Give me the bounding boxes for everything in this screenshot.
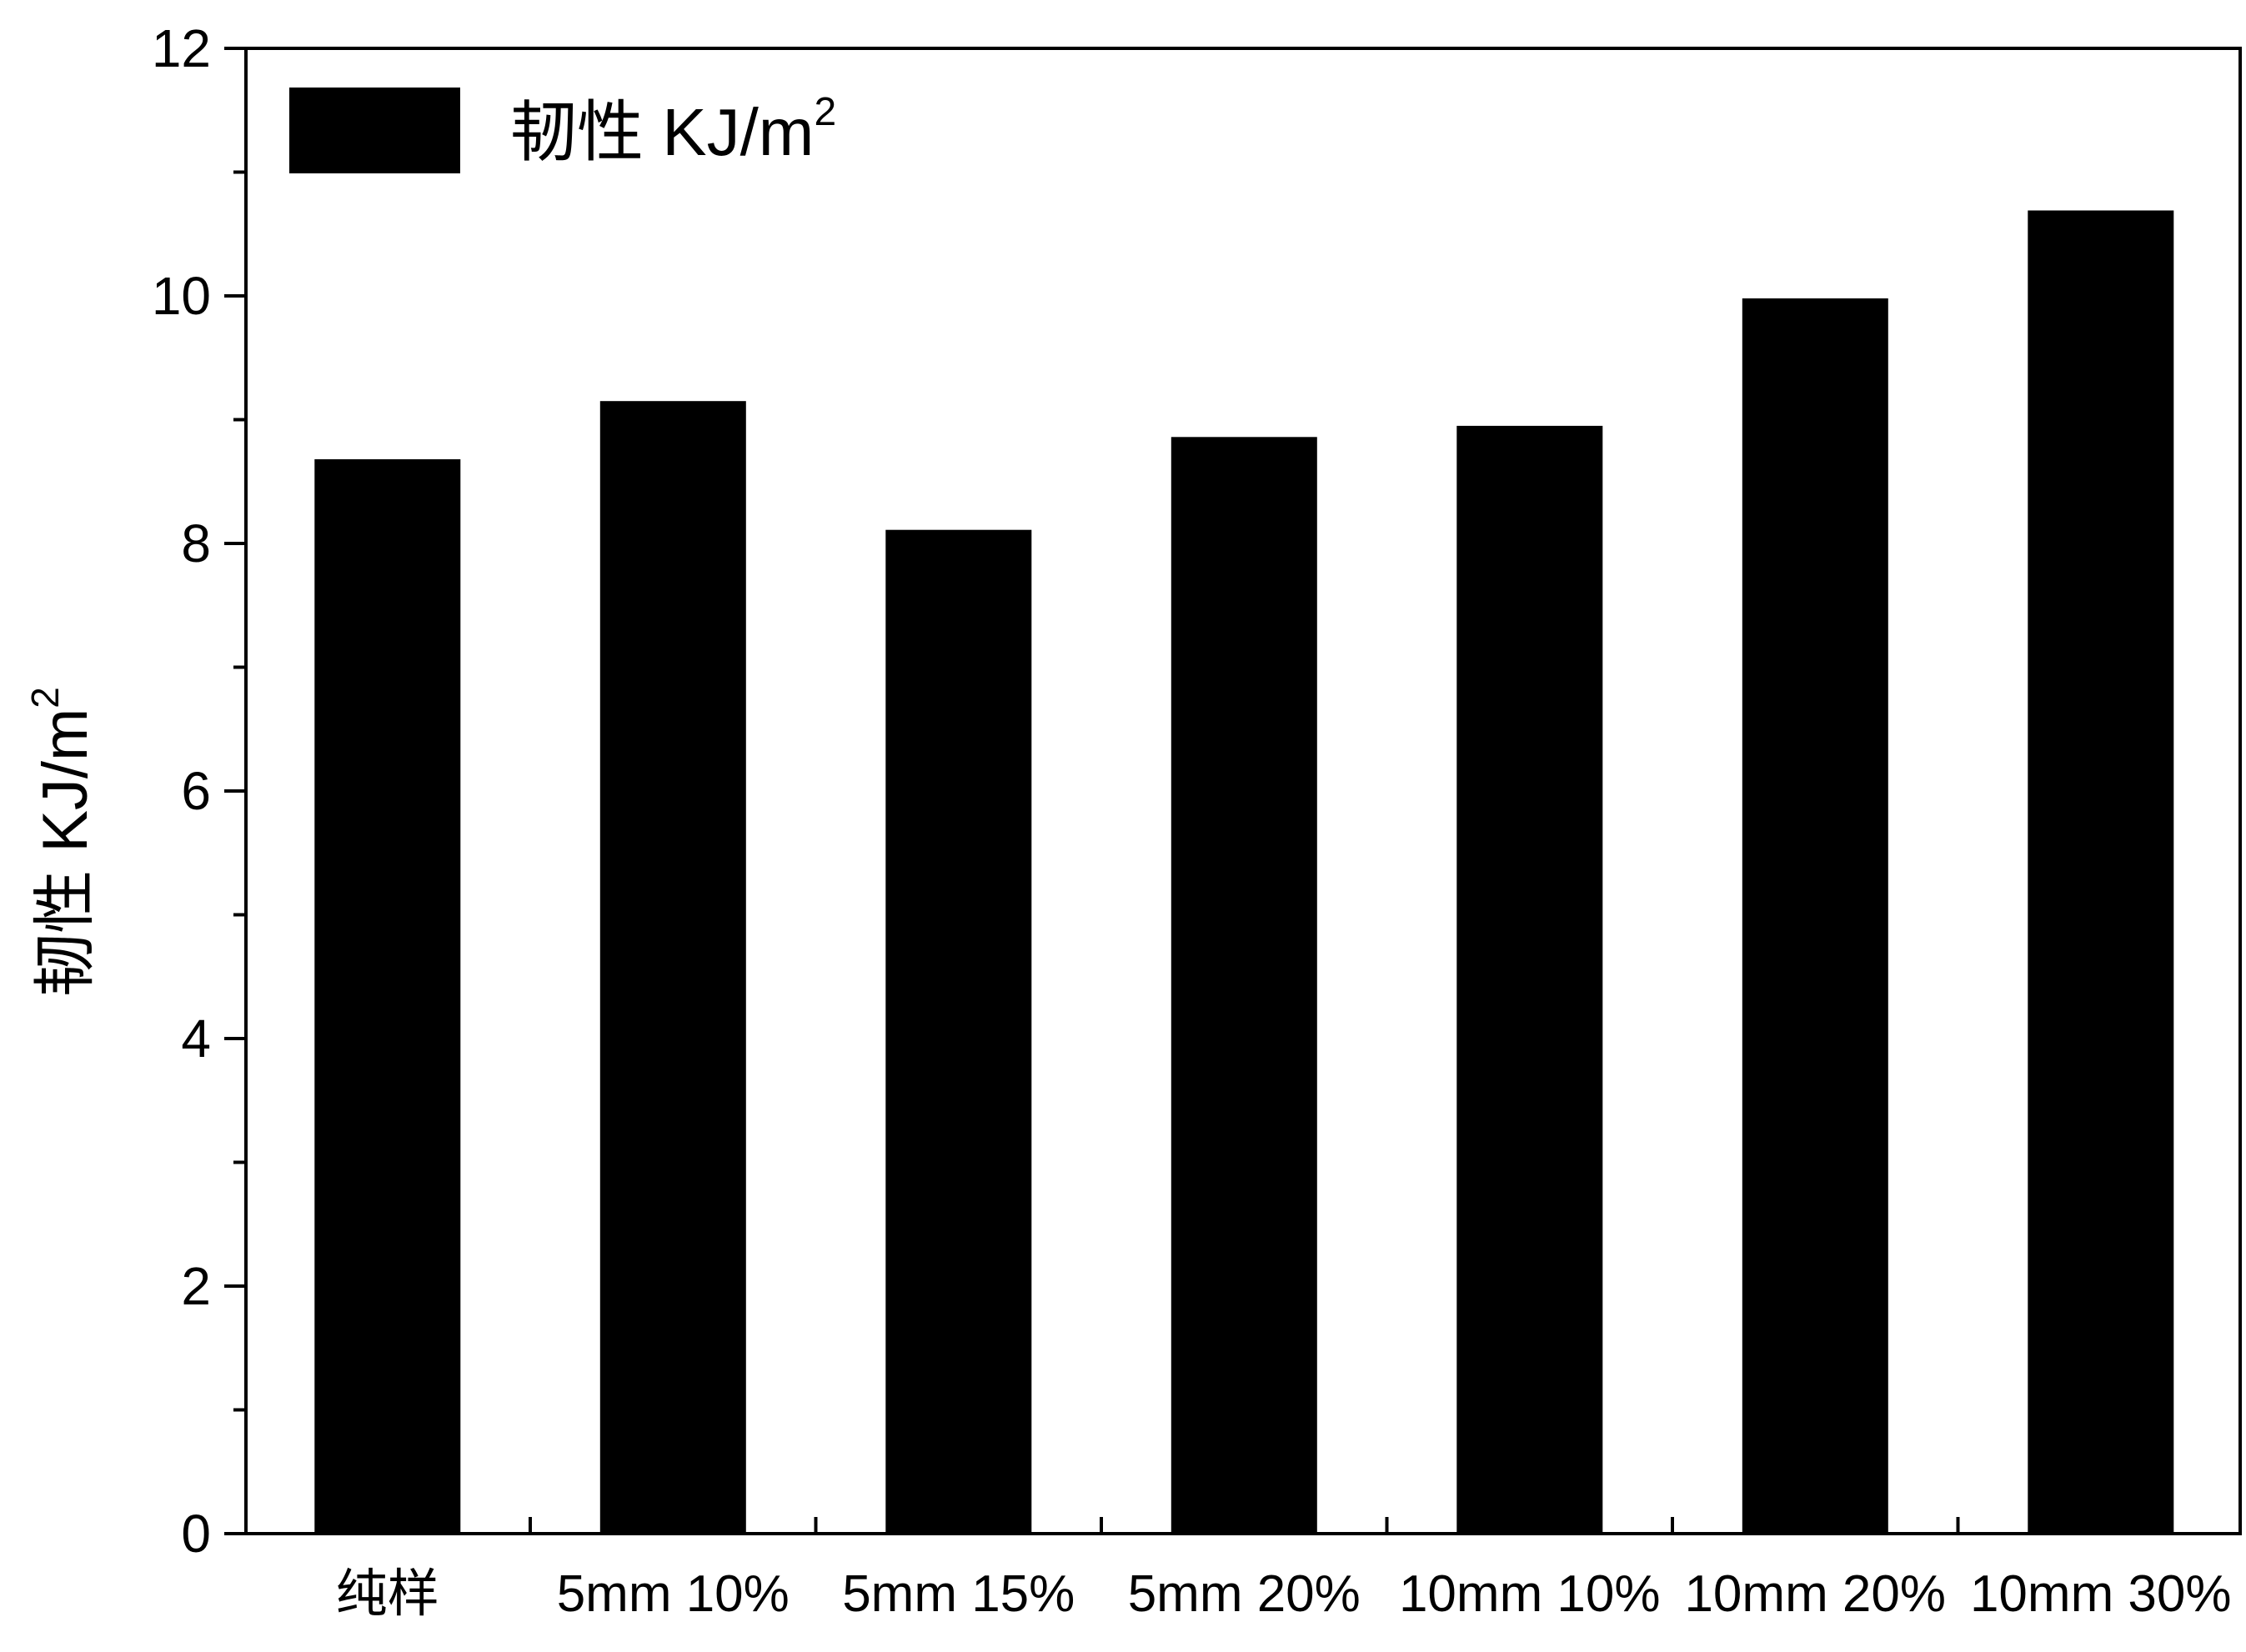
y-tick-label: 8 (181, 513, 211, 573)
x-tick-label: 5mm 20% (1128, 1565, 1361, 1623)
y-tick-label: 10 (152, 266, 211, 326)
bar (1742, 298, 1888, 1534)
y-tick-label: 6 (181, 761, 211, 821)
y-axis-title-main: 韧性 KJ/m (30, 708, 101, 997)
x-tick-label: 纯样 (336, 1565, 439, 1623)
bar (2028, 210, 2174, 1534)
y-tick-label: 12 (152, 18, 211, 78)
x-tick-label: 5mm 15% (842, 1565, 1075, 1623)
legend: 韧性 KJ/m2 (289, 88, 836, 173)
bar (1171, 437, 1317, 1534)
bar (314, 459, 461, 1534)
bar (885, 529, 1032, 1534)
y-tick-label: 4 (181, 1009, 211, 1069)
x-tick-label: 5mm 10% (557, 1565, 790, 1623)
x-tick-label: 10mm 30% (1970, 1565, 2232, 1623)
bars-group (314, 210, 2174, 1534)
legend-swatch (289, 88, 460, 173)
y-tick-label: 0 (181, 1504, 211, 1564)
bar (599, 401, 746, 1534)
y-axis-ticks: 0 2 4 6 8 10 12 (152, 18, 246, 1564)
legend-label: 韧性 KJ/m2 (510, 90, 836, 169)
x-tick-label: 10mm 10% (1399, 1565, 1661, 1623)
bar (1456, 425, 1603, 1534)
y-axis-title-superscript: 2 (23, 687, 67, 708)
legend-label-superscript: 2 (814, 90, 836, 134)
y-axis-title: 韧性 KJ/m2 (23, 687, 101, 997)
x-axis-ticks: 纯样 5mm 10% 5mm 15% 5mm 20% 10mm 10% 10mm 20% 1… (336, 1517, 2232, 1623)
legend-label-main: 韧性 KJ/m (510, 95, 814, 169)
x-tick-label: 10mm 20% (1684, 1565, 1946, 1623)
y-tick-label: 2 (181, 1256, 211, 1316)
plot-frame (244, 47, 2242, 1535)
